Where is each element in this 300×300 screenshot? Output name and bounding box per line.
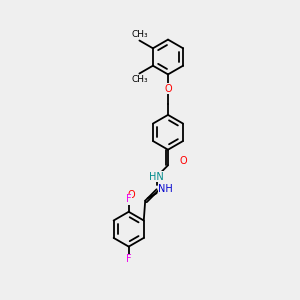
- Text: F: F: [126, 254, 131, 264]
- Text: O: O: [179, 156, 187, 166]
- Text: F: F: [126, 194, 131, 204]
- Text: CH₃: CH₃: [131, 75, 148, 84]
- Text: O: O: [164, 84, 172, 94]
- Text: NH: NH: [158, 184, 173, 194]
- Text: HN: HN: [149, 172, 164, 182]
- Text: O: O: [128, 190, 136, 200]
- Text: CH₃: CH₃: [131, 30, 148, 39]
